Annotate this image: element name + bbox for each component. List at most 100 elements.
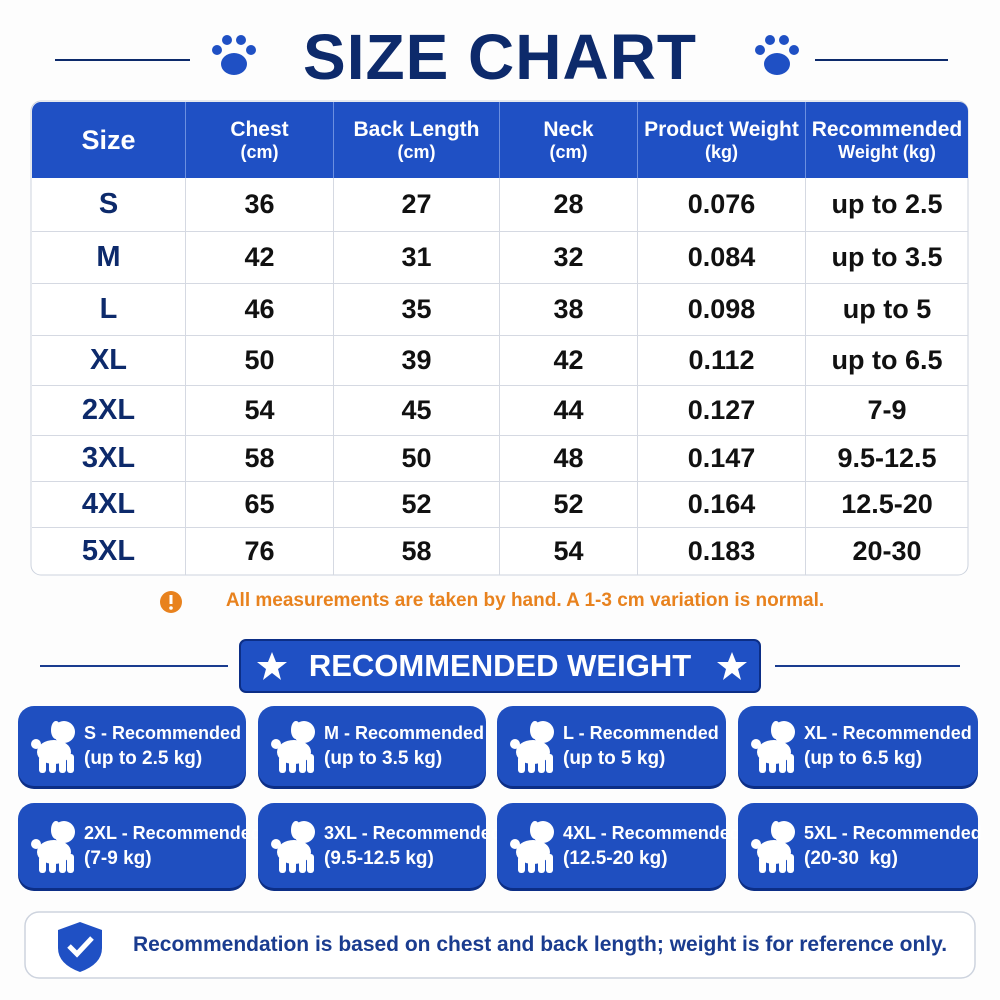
- table-cell: 50: [334, 436, 500, 482]
- card-line2: (12.5-20 kg): [563, 847, 668, 869]
- table-cell: 20-30: [852, 536, 922, 566]
- table-cell: 0.084: [638, 232, 806, 284]
- table-cell: 42: [186, 232, 334, 284]
- card: L - Recommended (up to 5 kg): [497, 706, 726, 786]
- dog-icon: [271, 721, 315, 773]
- header-text: (cm): [549, 141, 588, 162]
- dog-icon: [271, 820, 315, 873]
- section-title: RECOMMENDED WEIGHT: [308, 648, 692, 683]
- table-cell: L: [32, 284, 186, 336]
- card-line1: M - Recommended: [324, 723, 485, 743]
- card-line1: S - Recommended: [84, 723, 242, 743]
- table-cell: 44: [500, 386, 638, 436]
- card: M - Recommended (up to 3.5 kg): [258, 706, 486, 786]
- table-cell: 27: [334, 178, 500, 232]
- table-cell: 0.112: [638, 336, 806, 386]
- card-line1: 3XL - Recommended: [324, 822, 502, 843]
- table-cell: up to 5: [806, 284, 968, 336]
- table-cell: 38: [500, 284, 638, 336]
- footer: Recommendation is based on chest and bac…: [132, 933, 948, 956]
- card-text: M - Recommended (up to 3.5 kg): [324, 720, 485, 772]
- card-text: 2XL - Recommended (7-9 kg): [84, 820, 262, 872]
- table-cell: 35: [334, 284, 500, 336]
- dog-icon: [31, 721, 75, 773]
- table-cell: S: [32, 178, 186, 232]
- card-text: 5XL - Recommended (20-30 kg): [804, 820, 982, 872]
- table-cell: 0.147: [638, 436, 806, 482]
- card-line2: (up to 6.5 kg): [804, 748, 923, 769]
- table-cell: 50: [186, 336, 334, 386]
- card-line1: 2XL - Recommended: [84, 822, 262, 843]
- table-cell: 9.5-12.5: [806, 436, 968, 482]
- table-cell: up to 3.5: [806, 232, 968, 284]
- table-cell: 31: [334, 232, 500, 284]
- dog-icon: [751, 820, 795, 873]
- header-cell: Chest (cm): [186, 102, 334, 178]
- card-text: S - Recommended (up to 2.5 kg): [84, 720, 242, 772]
- dog-icon: [510, 820, 554, 873]
- card-line1: XL - Recommended: [804, 723, 972, 743]
- table-cell: 58: [334, 528, 500, 575]
- table-cell: 3XL: [32, 436, 186, 482]
- header-text: (cm): [397, 141, 436, 162]
- table-cell: 28: [500, 178, 638, 232]
- paw-right: [755, 35, 799, 75]
- table-cell: 39: [334, 336, 500, 386]
- dog-icon: [31, 820, 75, 873]
- header-cell: Back Length (cm): [334, 102, 500, 178]
- header-text: Back Length: [353, 117, 480, 141]
- table-cell: 54: [186, 386, 334, 436]
- header-text: Size: [81, 124, 136, 155]
- table-cell: 2XL: [32, 386, 186, 436]
- header-cell: Product Weight (kg): [638, 102, 806, 178]
- header-text: Chest: [230, 117, 289, 141]
- card-text: 4XL - Recommended (12.5-20 kg): [563, 820, 741, 872]
- header-text: Neck: [543, 117, 594, 141]
- table-cell: 42: [500, 336, 638, 386]
- card-line2: (up to 5 kg): [563, 748, 666, 769]
- card-line1: L - Recommended: [563, 723, 719, 743]
- card: S - Recommended (up to 2.5 kg): [18, 706, 246, 786]
- card-line2: (7-9 kg): [84, 847, 152, 869]
- card: 3XL - Recommended (9.5-12.5 kg): [258, 803, 502, 888]
- table-cell: 58: [186, 436, 334, 482]
- table-cell: 12.5-20: [806, 482, 968, 528]
- table-cell: 45: [334, 386, 500, 436]
- table-cell: 0.076: [638, 178, 806, 232]
- note: All measurements are taken by hand. A 1-…: [225, 590, 825, 611]
- table-cell: XL: [32, 336, 186, 386]
- table-cell: 48: [500, 436, 638, 482]
- header-cell: Size: [32, 102, 186, 178]
- table-cell: 54: [500, 528, 638, 575]
- table-cell: 52: [334, 482, 500, 528]
- card: 4XL - Recommended (12.5-20 kg): [497, 803, 741, 888]
- card-line2: (9.5-12.5 kg): [324, 847, 434, 869]
- card: 5XL - Recommended (20-30 kg): [738, 803, 982, 888]
- dog-icon: [751, 721, 795, 773]
- table-cell: 0.183: [638, 528, 806, 575]
- header-text: (cm): [240, 141, 279, 162]
- card-line2: (20-30 kg): [804, 847, 898, 869]
- table-cell: 0.127: [638, 386, 806, 436]
- header-cell: Neck (cm): [500, 102, 638, 178]
- card-text: L - Recommended (up to 5 kg): [563, 720, 720, 772]
- header-text: Recommended: [811, 117, 963, 141]
- card-line1: 4XL - Recommended: [563, 822, 741, 843]
- table-cell: 32: [500, 232, 638, 284]
- header-text: Product Weight: [644, 117, 799, 141]
- title: SIZE CHART: [303, 21, 697, 93]
- card: 2XL - Recommended (7-9 kg): [18, 803, 262, 888]
- header-cell: Recommended Weight (kg): [806, 102, 968, 178]
- card-line2: (up to 3.5 kg): [324, 748, 443, 769]
- table-cell: 4XL: [32, 482, 186, 528]
- paw-left: [212, 35, 256, 75]
- header-text: Weight (kg): [838, 141, 936, 162]
- table-cell: 0.164: [638, 482, 806, 528]
- table-cell: 36: [186, 178, 334, 232]
- card-line1: 5XL - Recommended: [804, 822, 982, 843]
- card-text: 3XL - Recommended (9.5-12.5 kg): [324, 820, 502, 872]
- card-text: XL - Recommended (up to 6.5 kg): [804, 720, 972, 772]
- dog-icon: [510, 721, 554, 773]
- table-cell: 7-9: [806, 386, 968, 436]
